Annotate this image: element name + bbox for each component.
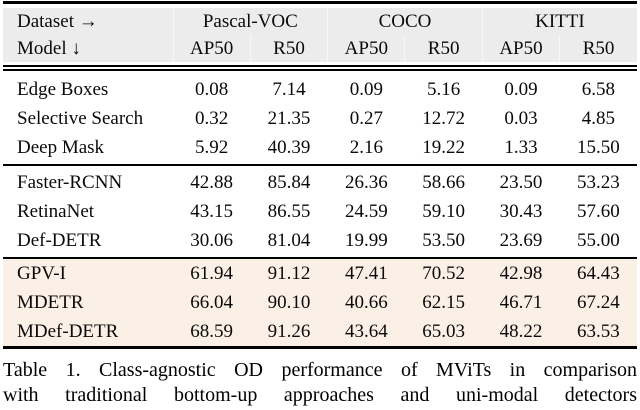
metric-header: AP50 xyxy=(481,35,560,62)
cell-value: 7.14 xyxy=(272,79,306,100)
cell-value: 15.50 xyxy=(576,137,620,158)
metric-header: R50 xyxy=(404,35,483,62)
cell-value: 12.72 xyxy=(422,108,466,129)
cell-value: 42.98 xyxy=(482,259,560,288)
group-unimodal-detectors: Faster-RCNN 42.88 85.84 26.36 58.66 23.5… xyxy=(3,168,637,255)
cell-value: 63.53 xyxy=(559,317,637,346)
cell-value: 86.55 xyxy=(267,201,311,222)
cell-value: 43.64 xyxy=(327,317,405,346)
metric-header: R50 xyxy=(559,35,637,62)
dataset-arrow-label: Dataset → xyxy=(3,8,173,35)
cell-value: 85.84 xyxy=(267,172,311,193)
cell-value: 30.06 xyxy=(190,230,234,251)
caption-line-2: with traditional bottom-up approaches an… xyxy=(3,384,637,406)
table-row: MDef-DETR 68.59 91.26 43.64 65.03 48.22 … xyxy=(3,317,637,346)
cell-value: 6.58 xyxy=(581,79,615,100)
model-name: RetinaNet xyxy=(17,201,95,222)
model-name: Def-DETR xyxy=(17,230,102,251)
cell-value: 1.33 xyxy=(504,137,538,158)
group-proposal-methods: Edge Boxes 0.08 7.14 0.09 5.16 0.09 6.58… xyxy=(3,75,637,162)
table-caption: Table 1. Class-agnostic OD performance o… xyxy=(3,358,637,408)
table-row: Edge Boxes 0.08 7.14 0.09 5.16 0.09 6.58 xyxy=(3,75,637,104)
dataset-header-pascal-voc: Pascal-VOC xyxy=(172,8,328,35)
table-row: Faster-RCNN 42.88 85.84 26.36 58.66 23.5… xyxy=(3,168,637,197)
cell-value: 0.09 xyxy=(349,79,383,100)
cell-value: 61.94 xyxy=(173,259,251,288)
cell-value: 0.27 xyxy=(349,108,383,129)
model-arrow-label: Model ↓ xyxy=(3,35,173,62)
top-rule xyxy=(3,1,637,4)
model-name: MDETR xyxy=(3,288,173,317)
cell-value: 19.99 xyxy=(344,230,388,251)
dataset-header-coco: COCO xyxy=(327,8,483,35)
cell-value: 70.52 xyxy=(404,259,483,288)
cell-value: 42.88 xyxy=(190,172,234,193)
table-row: Deep Mask 5.92 40.39 2.16 19.22 1.33 15.… xyxy=(3,133,637,162)
cell-value: 48.22 xyxy=(482,317,560,346)
cell-value: 24.59 xyxy=(344,201,388,222)
table-row: Selective Search 0.32 21.35 0.27 12.72 0… xyxy=(3,104,637,133)
cell-value: 19.22 xyxy=(422,137,466,158)
table-row: RetinaNet 43.15 86.55 24.59 59.10 30.43 … xyxy=(3,197,637,226)
cell-value: 47.41 xyxy=(327,259,405,288)
cell-value: 0.32 xyxy=(195,108,229,129)
cell-value: 0.09 xyxy=(504,79,538,100)
cell-value: 40.66 xyxy=(327,288,405,317)
cell-value: 62.15 xyxy=(404,288,483,317)
table-row: MDETR 66.04 90.10 40.66 62.15 46.71 67.2… xyxy=(3,288,637,317)
cell-value: 53.23 xyxy=(576,172,620,193)
table-header: Dataset → Pascal-VOC COCO KITTI Model ↓ … xyxy=(3,8,637,62)
cell-value: 64.43 xyxy=(559,259,637,288)
group-separator-rule xyxy=(3,164,637,166)
header-double-rule xyxy=(3,65,637,71)
cell-value: 55.00 xyxy=(576,230,620,251)
cell-value: 53.50 xyxy=(422,230,466,251)
cell-value: 66.04 xyxy=(173,288,251,317)
cell-value: 67.24 xyxy=(559,288,637,317)
cell-value: 0.08 xyxy=(195,79,229,100)
table-row: GPV-I 61.94 91.12 47.41 70.52 42.98 64.4… xyxy=(3,259,637,288)
cell-value: 21.35 xyxy=(267,108,311,129)
cell-value: 57.60 xyxy=(576,201,620,222)
caption-line-1: Table 1. Class-agnostic OD performance o… xyxy=(3,359,637,381)
cell-value: 91.26 xyxy=(250,317,328,346)
cell-value: 2.16 xyxy=(349,137,383,158)
header-row-datasets: Dataset → Pascal-VOC COCO KITTI xyxy=(3,8,637,35)
cell-value: 26.36 xyxy=(344,172,388,193)
cell-value: 23.50 xyxy=(499,172,543,193)
cell-value: 68.59 xyxy=(173,317,251,346)
cell-value: 91.12 xyxy=(250,259,328,288)
cell-value: 5.16 xyxy=(427,79,461,100)
cell-value: 4.85 xyxy=(581,108,615,129)
dataset-header-kitti: KITTI xyxy=(481,8,637,35)
metric-header: AP50 xyxy=(327,35,405,62)
cell-value: 5.92 xyxy=(195,137,229,158)
cell-value: 40.39 xyxy=(267,137,311,158)
header-row-metrics: Model ↓ AP50 R50 AP50 R50 AP50 R50 xyxy=(3,35,637,62)
cell-value: 43.15 xyxy=(190,201,234,222)
metric-header: AP50 xyxy=(172,35,251,62)
group-mvits-highlighted: GPV-I 61.94 91.12 47.41 70.52 42.98 64.4… xyxy=(3,259,637,346)
cell-value: 58.66 xyxy=(422,172,466,193)
table-row: Def-DETR 30.06 81.04 19.99 53.50 23.69 5… xyxy=(3,226,637,255)
cell-value: 30.43 xyxy=(499,201,543,222)
cell-value: 65.03 xyxy=(404,317,483,346)
cell-value: 90.10 xyxy=(250,288,328,317)
bottom-rule xyxy=(3,346,637,349)
metric-header: R50 xyxy=(249,35,328,62)
model-name: MDef-DETR xyxy=(3,317,173,346)
cell-value: 81.04 xyxy=(267,230,311,251)
model-name: Deep Mask xyxy=(17,137,105,158)
group-separator-rule xyxy=(3,257,637,259)
model-name: GPV-I xyxy=(3,259,173,288)
model-name: Edge Boxes xyxy=(17,79,109,100)
model-name: Selective Search xyxy=(17,108,144,129)
cell-value: 59.10 xyxy=(422,201,466,222)
cell-value: 23.69 xyxy=(499,230,543,251)
model-name: Faster-RCNN xyxy=(17,172,123,193)
cell-value: 0.03 xyxy=(504,108,538,129)
cell-value: 46.71 xyxy=(482,288,560,317)
